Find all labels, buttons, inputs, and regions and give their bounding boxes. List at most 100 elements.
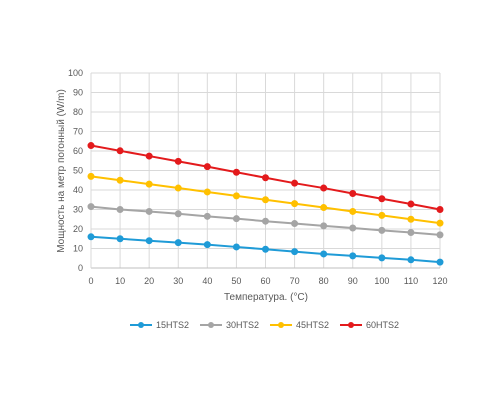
data-point: [87, 142, 95, 150]
data-point: [203, 212, 211, 220]
legend-label: 60HTS2: [366, 320, 399, 330]
data-point: [349, 252, 357, 260]
y-tick-label: 0: [78, 263, 83, 273]
x-tick-label: 10: [115, 276, 125, 286]
data-point: [232, 168, 240, 176]
data-point: [291, 179, 299, 187]
x-tick-label: 30: [173, 276, 183, 286]
x-tick-label: 0: [88, 276, 93, 286]
data-point: [436, 206, 444, 213]
data-point: [436, 258, 444, 266]
y-tick-label: 30: [73, 205, 83, 215]
data-point: [291, 220, 299, 228]
data-point: [436, 231, 444, 239]
y-tick-label: 100: [68, 68, 83, 78]
x-tick-label: 20: [144, 276, 154, 286]
data-point: [145, 207, 153, 215]
data-point: [116, 206, 124, 213]
data-point: [232, 215, 240, 223]
data-point: [116, 147, 124, 155]
x-tick-label: 80: [319, 276, 329, 286]
y-axis-label: Мощность на метр погонный (W/m): [56, 89, 67, 253]
data-point: [291, 200, 299, 208]
grid-lines: [91, 72, 441, 268]
data-point: [407, 215, 415, 223]
series-45HTS2: [87, 172, 444, 227]
x-tick-label: 90: [348, 276, 358, 286]
y-tick-label: 40: [73, 185, 83, 195]
y-tick-label: 70: [73, 127, 83, 137]
data-point: [145, 152, 153, 160]
data-point: [116, 176, 124, 184]
legend-swatch-marker: [138, 322, 144, 328]
data-point: [378, 254, 386, 262]
y-tick-label: 90: [73, 88, 83, 98]
data-point: [262, 217, 269, 225]
data-point: [378, 195, 386, 203]
legend-swatch-marker: [348, 322, 354, 328]
series-30HTS2: [87, 203, 444, 239]
data-point: [349, 224, 357, 232]
data-point: [203, 241, 211, 249]
data-point: [291, 248, 299, 256]
series-60HTS2: [87, 142, 444, 213]
y-tick-label: 20: [73, 224, 83, 234]
data-point: [262, 174, 269, 182]
data-point: [203, 163, 211, 171]
data-point: [145, 237, 153, 245]
y-tick-label: 50: [73, 166, 83, 176]
legend-label: 45HTS2: [296, 320, 329, 330]
data-point: [174, 210, 182, 218]
data-point: [407, 256, 415, 264]
x-tick-label: 40: [202, 276, 212, 286]
legend-item: 60HTS2: [340, 320, 399, 330]
data-point: [116, 235, 124, 243]
data-point: [262, 245, 269, 253]
data-point: [378, 211, 386, 219]
data-point: [320, 204, 328, 212]
data-point: [232, 192, 240, 200]
data-point: [436, 219, 444, 227]
legend-item: 45HTS2: [270, 320, 329, 330]
legend-label: 15HTS2: [156, 320, 189, 330]
x-axis-label: Температура. (°C): [224, 292, 308, 303]
y-tick-label: 10: [73, 244, 83, 254]
data-point: [232, 243, 240, 251]
x-tick-label: 70: [290, 276, 300, 286]
y-tick-label: 80: [73, 107, 83, 117]
legend-item: 15HTS2: [130, 320, 189, 330]
legend-swatch-marker: [278, 322, 284, 328]
series-15HTS2: [87, 233, 444, 266]
data-point: [378, 226, 386, 234]
legend: 15HTS2 30HTS2 45HTS2 60HTS2: [130, 320, 399, 330]
data-point: [407, 229, 415, 237]
x-tick-label: 120: [432, 276, 447, 286]
data-point: [349, 190, 357, 198]
legend-label: 30HTS2: [226, 320, 259, 330]
y-tick-label: 60: [73, 146, 83, 156]
data-point: [407, 200, 415, 208]
data-point: [174, 239, 182, 247]
legend-item: 30HTS2: [200, 320, 259, 330]
x-tick-label: 50: [231, 276, 241, 286]
data-point: [174, 157, 182, 165]
x-tick-label: 110: [404, 276, 418, 286]
data-point: [262, 196, 269, 204]
data-point: [145, 180, 153, 188]
tick-labels: 0 10 20 30 40 50 60 70 80 90 100 0 10 20 30 40 50 60 70 80 9…: [68, 68, 448, 286]
x-tick-label: 100: [374, 276, 389, 286]
data-point: [320, 222, 328, 230]
data-point: [320, 184, 328, 192]
data-point: [320, 250, 328, 258]
x-tick-label: 60: [260, 276, 270, 286]
data-point: [87, 203, 95, 211]
series-lines: [87, 142, 444, 266]
data-point: [349, 207, 357, 215]
data-point: [174, 184, 182, 192]
data-point: [203, 188, 211, 196]
data-point: [87, 233, 95, 241]
data-point: [87, 172, 95, 180]
legend-swatch-marker: [208, 322, 214, 328]
